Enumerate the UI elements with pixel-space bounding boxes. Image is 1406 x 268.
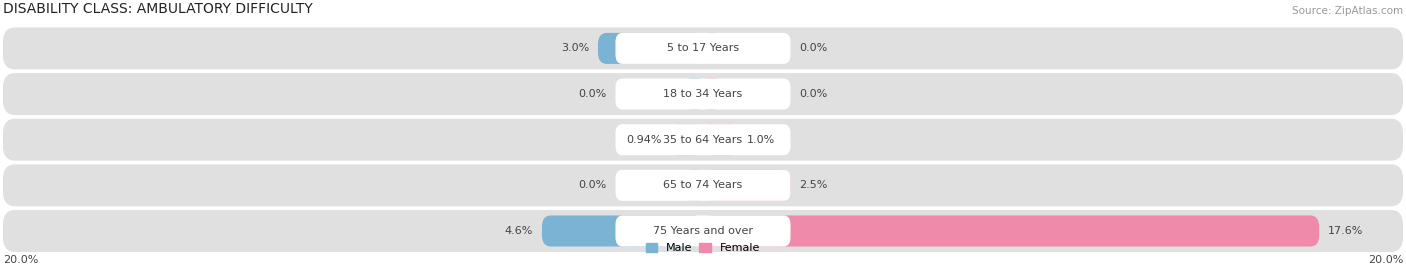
Text: 2.5%: 2.5% [799,180,828,190]
Text: 5 to 17 Years: 5 to 17 Years [666,43,740,53]
FancyBboxPatch shape [703,170,790,201]
Text: 0.0%: 0.0% [799,43,828,53]
FancyBboxPatch shape [3,164,1403,206]
Text: 0.0%: 0.0% [578,180,607,190]
Text: 0.0%: 0.0% [578,89,607,99]
Text: 65 to 74 Years: 65 to 74 Years [664,180,742,190]
FancyBboxPatch shape [541,215,703,247]
FancyBboxPatch shape [616,170,790,201]
FancyBboxPatch shape [3,73,1403,115]
Text: 20.0%: 20.0% [1368,255,1403,265]
FancyBboxPatch shape [686,79,703,110]
FancyBboxPatch shape [3,119,1403,161]
Text: 0.94%: 0.94% [626,135,661,145]
Text: 35 to 64 Years: 35 to 64 Years [664,135,742,145]
Text: 18 to 34 Years: 18 to 34 Years [664,89,742,99]
Text: 3.0%: 3.0% [561,43,589,53]
FancyBboxPatch shape [671,124,703,155]
Text: 17.6%: 17.6% [1327,226,1364,236]
FancyBboxPatch shape [3,27,1403,69]
FancyBboxPatch shape [3,210,1403,252]
FancyBboxPatch shape [616,124,790,155]
FancyBboxPatch shape [616,33,790,64]
FancyBboxPatch shape [703,215,1319,247]
Text: 0.0%: 0.0% [799,89,828,99]
FancyBboxPatch shape [703,33,720,64]
FancyBboxPatch shape [616,215,790,247]
FancyBboxPatch shape [616,79,790,110]
FancyBboxPatch shape [686,170,703,201]
Legend: Male, Female: Male, Female [641,238,765,258]
Text: Source: ZipAtlas.com: Source: ZipAtlas.com [1292,6,1403,16]
FancyBboxPatch shape [703,79,720,110]
FancyBboxPatch shape [598,33,703,64]
Text: 1.0%: 1.0% [747,135,775,145]
Text: 4.6%: 4.6% [505,226,533,236]
Text: 75 Years and over: 75 Years and over [652,226,754,236]
Text: 20.0%: 20.0% [3,255,38,265]
FancyBboxPatch shape [703,124,738,155]
Text: DISABILITY CLASS: AMBULATORY DIFFICULTY: DISABILITY CLASS: AMBULATORY DIFFICULTY [3,2,312,16]
